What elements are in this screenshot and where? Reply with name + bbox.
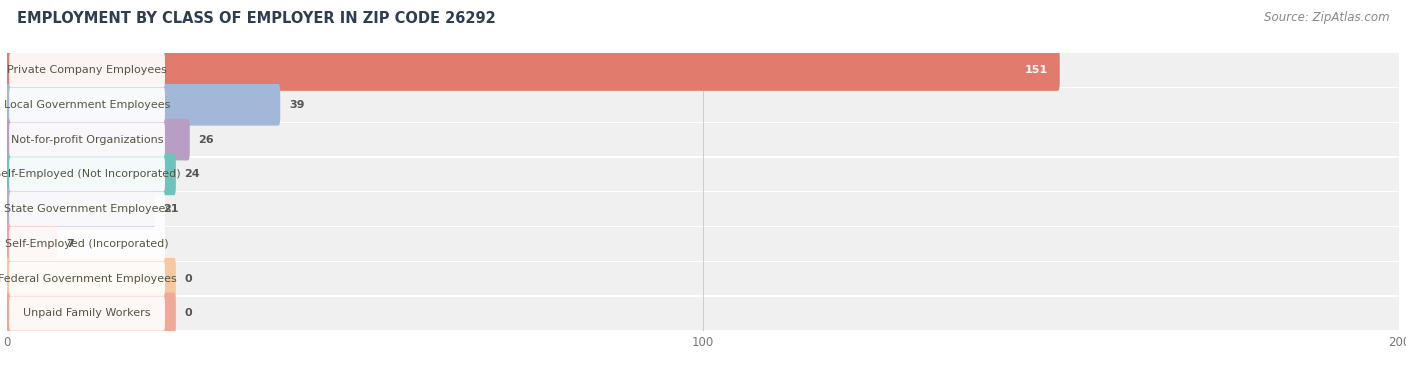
Text: Federal Government Employees: Federal Government Employees	[0, 274, 176, 284]
Bar	[7, 52, 1399, 53]
FancyBboxPatch shape	[6, 49, 1060, 91]
Bar	[7, 226, 1399, 227]
Bar	[7, 87, 1399, 88]
FancyBboxPatch shape	[10, 53, 165, 87]
Bar	[7, 226, 1399, 261]
Bar	[7, 226, 1399, 227]
FancyBboxPatch shape	[6, 119, 190, 161]
Bar	[7, 156, 1399, 158]
Text: State Government Employees: State Government Employees	[3, 204, 170, 214]
FancyBboxPatch shape	[10, 227, 165, 261]
Bar	[7, 191, 1399, 193]
FancyBboxPatch shape	[10, 122, 165, 157]
Text: 21: 21	[163, 204, 179, 214]
Text: Not-for-profit Organizations: Not-for-profit Organizations	[11, 135, 163, 145]
Bar	[7, 191, 1399, 193]
Bar	[7, 192, 1399, 226]
FancyBboxPatch shape	[10, 192, 165, 226]
Bar	[7, 122, 1399, 157]
Text: Unpaid Family Workers: Unpaid Family Workers	[24, 308, 150, 318]
Bar	[7, 121, 1399, 123]
Bar	[7, 261, 1399, 262]
Text: Self-Employed (Not Incorporated): Self-Employed (Not Incorporated)	[0, 169, 180, 179]
Bar	[7, 261, 1399, 262]
Bar	[7, 330, 1399, 332]
FancyBboxPatch shape	[10, 88, 165, 122]
Text: 151: 151	[1025, 65, 1047, 75]
Text: Private Company Employees: Private Company Employees	[7, 65, 167, 75]
FancyBboxPatch shape	[6, 153, 176, 195]
FancyBboxPatch shape	[6, 223, 58, 265]
FancyBboxPatch shape	[6, 84, 280, 126]
Text: 39: 39	[288, 100, 304, 110]
Text: Self-Employed (Incorporated): Self-Employed (Incorporated)	[6, 239, 169, 249]
FancyBboxPatch shape	[6, 188, 155, 230]
FancyBboxPatch shape	[10, 261, 165, 296]
Bar	[7, 157, 1399, 192]
Text: EMPLOYMENT BY CLASS OF EMPLOYER IN ZIP CODE 26292: EMPLOYMENT BY CLASS OF EMPLOYER IN ZIP C…	[17, 11, 496, 26]
Text: 24: 24	[184, 169, 200, 179]
FancyBboxPatch shape	[10, 296, 165, 331]
FancyBboxPatch shape	[6, 258, 176, 300]
Text: Source: ZipAtlas.com: Source: ZipAtlas.com	[1264, 11, 1389, 24]
Bar	[7, 261, 1399, 296]
Bar	[7, 296, 1399, 297]
Text: Local Government Employees: Local Government Employees	[4, 100, 170, 110]
Text: 0: 0	[184, 308, 193, 318]
Bar	[7, 87, 1399, 122]
Bar	[7, 87, 1399, 88]
Bar	[7, 53, 1399, 88]
FancyBboxPatch shape	[10, 157, 165, 192]
Bar	[7, 296, 1399, 331]
Bar	[7, 156, 1399, 158]
Text: 7: 7	[66, 239, 75, 249]
FancyBboxPatch shape	[6, 293, 176, 334]
Bar	[7, 121, 1399, 123]
Text: 26: 26	[198, 135, 214, 145]
Text: 0: 0	[184, 274, 193, 284]
Bar	[7, 296, 1399, 297]
